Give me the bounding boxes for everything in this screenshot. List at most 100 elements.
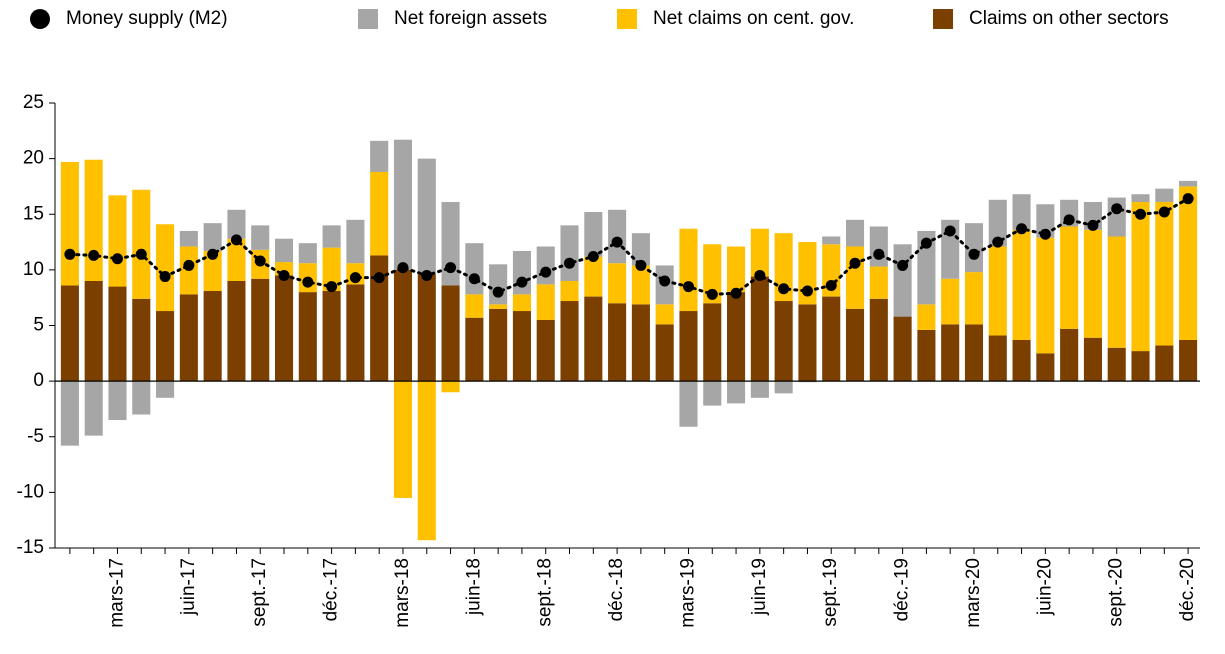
- y-tick-label: -15: [17, 537, 44, 558]
- bar-segment: [441, 381, 460, 393]
- line-point: [801, 285, 813, 297]
- bar-segment: [1036, 204, 1055, 238]
- bar-segment: [417, 274, 436, 382]
- bar-segment: [1107, 236, 1126, 348]
- line-point: [445, 262, 457, 274]
- line-point: [326, 281, 338, 293]
- bar-segment: [1060, 328, 1079, 382]
- legend-symbol: [358, 9, 378, 29]
- bar-segment: [227, 209, 246, 239]
- line-point: [1182, 193, 1194, 205]
- line-point: [516, 276, 528, 288]
- x-tick-label: déc.-18: [606, 558, 627, 621]
- line-point: [64, 248, 76, 260]
- x-tick-label: mars-20: [963, 558, 984, 628]
- bar-segment: [584, 256, 603, 297]
- bar-segment: [1179, 186, 1198, 340]
- legend-symbol: [30, 9, 50, 29]
- bar-segment: [941, 278, 960, 325]
- legend-item: Net foreign assets: [358, 8, 547, 29]
- line-point: [1063, 214, 1075, 226]
- bar-segment: [655, 324, 674, 382]
- line-point: [944, 225, 956, 237]
- x-tick-label: sept.-19: [820, 558, 841, 627]
- bar-segment: [988, 246, 1007, 336]
- y-tick-label: 5: [33, 315, 44, 336]
- line-point: [1111, 203, 1123, 215]
- x-tick-label: juin-20: [1034, 558, 1055, 616]
- bar-segment: [1131, 194, 1150, 203]
- line-point: [706, 288, 718, 300]
- line-point: [373, 272, 385, 284]
- bar-segment: [512, 294, 531, 312]
- line-point: [992, 236, 1004, 248]
- bar-segment: [512, 311, 531, 382]
- bar-segment: [489, 308, 508, 382]
- bar-segment: [727, 292, 746, 382]
- bar-segment: [917, 304, 936, 330]
- line-point: [778, 283, 790, 295]
- bar-segment: [988, 199, 1007, 247]
- bar-segment: [631, 265, 650, 305]
- bar-segment: [465, 317, 484, 382]
- bar-segment: [893, 316, 912, 382]
- bar-segment: [393, 269, 413, 382]
- bar-segment: [869, 266, 888, 299]
- y-tick-label: 15: [23, 203, 44, 224]
- y-tick-label: -10: [17, 481, 44, 502]
- line-point: [492, 286, 504, 298]
- bar-segment: [1012, 194, 1031, 230]
- bar-segment: [465, 294, 484, 318]
- bar-segment: [370, 171, 389, 256]
- line-point: [230, 234, 242, 246]
- y-tick-label: 0: [33, 370, 44, 391]
- bar-segment: [274, 275, 294, 382]
- bar-segment: [1155, 188, 1174, 203]
- x-tick-label: mars-17: [106, 558, 127, 628]
- bar-segment: [60, 161, 79, 286]
- line-point: [183, 259, 195, 271]
- legend-item: Money supply (M2): [30, 8, 228, 29]
- bar-segment: [1036, 237, 1055, 354]
- bar-segment: [274, 238, 294, 263]
- bar-segment: [750, 276, 769, 382]
- bar-segment: [679, 311, 698, 382]
- bar-segment: [941, 324, 960, 382]
- bar-segment: [203, 291, 222, 382]
- line-point: [754, 269, 766, 281]
- bar-segment: [441, 285, 460, 382]
- bar-segment: [703, 303, 722, 382]
- bar-segment: [631, 233, 650, 266]
- x-tick-label: déc.-20: [1177, 558, 1198, 621]
- bar-segment: [727, 246, 746, 293]
- legend-symbol: [933, 9, 953, 29]
- bar-segment: [60, 285, 79, 382]
- line-point: [611, 236, 623, 248]
- legend-label: Net foreign assets: [394, 8, 547, 29]
- bar-segment: [774, 233, 793, 302]
- bar-segment: [251, 225, 270, 250]
- bar-segment: [251, 278, 270, 382]
- bar-segment: [84, 159, 103, 281]
- line-point: [659, 275, 671, 287]
- bar-segment: [156, 224, 175, 312]
- bar-segment: [655, 304, 674, 325]
- bar-segment: [750, 381, 769, 398]
- bar-segment: [1012, 339, 1031, 382]
- bar-segment: [536, 284, 555, 320]
- bar-segment: [774, 381, 793, 394]
- bar-segment: [512, 250, 531, 295]
- bar-segment: [179, 230, 198, 247]
- x-tick-label: juin-17: [178, 558, 199, 616]
- y-tick-label: 20: [23, 148, 44, 169]
- line-point: [349, 272, 361, 284]
- bar-segment: [298, 243, 317, 264]
- legend-item: Net claims on cent. gov.: [617, 8, 854, 29]
- bar-segment: [1155, 202, 1174, 346]
- line-point: [88, 249, 100, 261]
- bar-segment: [608, 303, 627, 382]
- bar-segment: [346, 284, 365, 382]
- bar-segment: [108, 381, 127, 421]
- line-point: [635, 259, 647, 271]
- line-point: [421, 269, 433, 281]
